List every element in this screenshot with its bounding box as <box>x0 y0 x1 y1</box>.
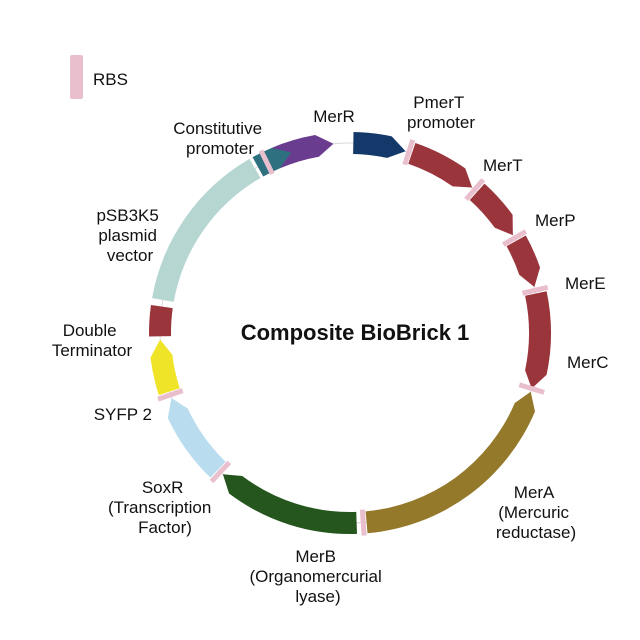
segment-arc-merp <box>469 183 513 236</box>
segment-arc-syfp2 <box>150 339 180 396</box>
legend-rbs-label: RBS <box>93 70 128 89</box>
rbs-marker <box>157 388 184 402</box>
segments-layer <box>148 132 552 535</box>
rbs-layer <box>157 139 549 536</box>
label-mere: MerE <box>565 274 606 293</box>
label-pmert: PmerT promoter <box>407 93 475 132</box>
rbs-marker <box>258 149 275 176</box>
segment-arc-mere <box>506 235 541 288</box>
segment-arc-merr <box>271 135 334 169</box>
label-psb3k5: pSB3K5 plasmid vector <box>96 206 163 265</box>
legend-rbs-swatch <box>70 55 83 99</box>
rbs-marker <box>521 284 549 296</box>
segment-arc-mera <box>365 391 536 534</box>
label-terminator: Double Terminator <box>52 321 133 360</box>
label-merb: MerB (Organomercurial lyase) <box>250 547 387 606</box>
label-merc: MerC <box>567 353 609 372</box>
label-syfp2: SYFP 2 <box>94 405 152 424</box>
segment-arc-merc <box>525 291 552 389</box>
label-constitutive: Constitutive promoter <box>173 119 267 158</box>
label-soxr: SoxR (Transcription Factor) <box>108 478 216 537</box>
segment-arc-mert <box>408 142 473 188</box>
label-merp: MerP <box>535 211 576 230</box>
segment-arc-merb <box>222 474 358 535</box>
label-mera: MerA (Mercuric reductase) <box>496 483 576 542</box>
segment-labels: MerR PmerT promoter MerT MerP MerE MerC … <box>52 93 609 606</box>
segment-arc-soxr <box>167 397 226 478</box>
label-merr: MerR <box>313 107 355 126</box>
segment-arc-pmert <box>353 132 406 158</box>
label-mert: MerT <box>483 156 523 175</box>
rbs-marker <box>359 509 367 536</box>
segment-arc-terminator <box>148 305 173 337</box>
rbs-marker <box>502 229 528 247</box>
rbs-marker <box>464 178 486 202</box>
rbs-marker <box>518 382 545 395</box>
rbs-marker <box>402 139 416 166</box>
rbs-marker <box>209 460 232 484</box>
plasmid-title: Composite BioBrick 1 <box>241 320 470 345</box>
segment-arc-psb3k5 <box>152 158 261 302</box>
